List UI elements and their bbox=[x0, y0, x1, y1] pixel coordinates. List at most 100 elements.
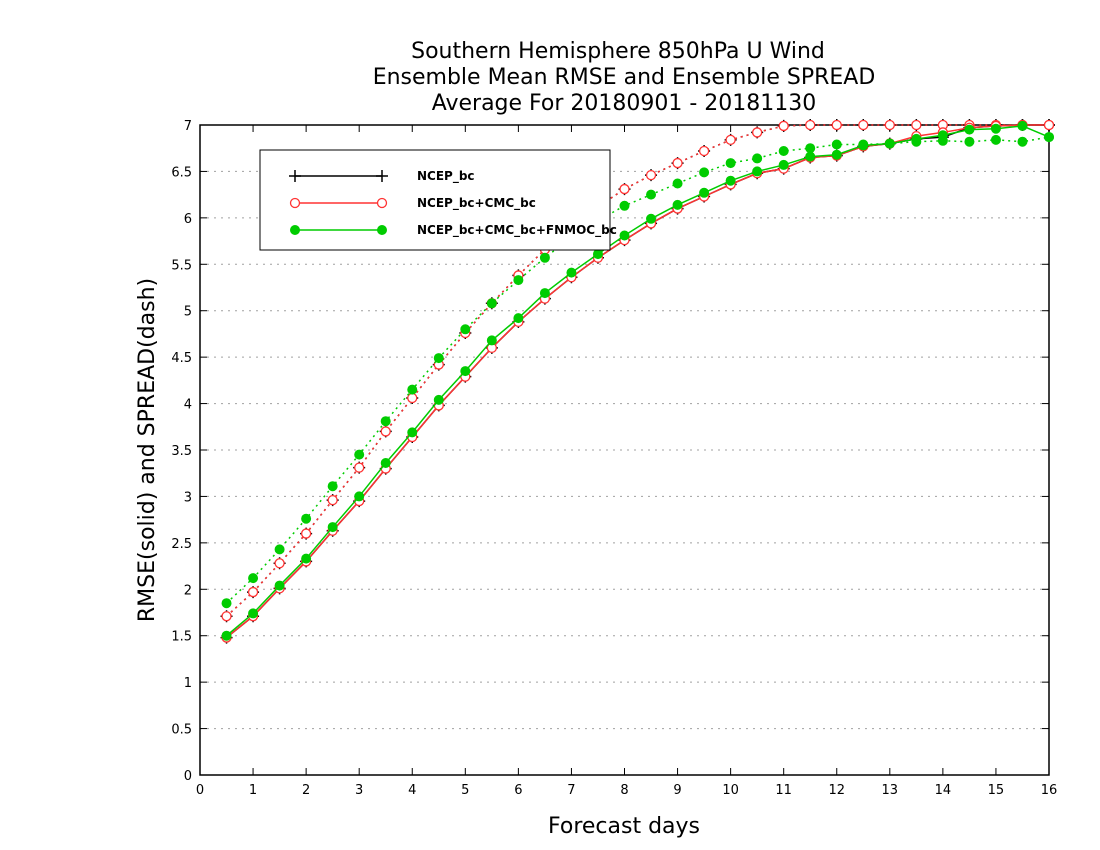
spread-point bbox=[247, 586, 259, 598]
spread-point bbox=[221, 598, 232, 609]
spread-point bbox=[725, 158, 736, 169]
rmse-point bbox=[380, 458, 391, 468]
rmse-point bbox=[327, 522, 338, 533]
spread-point bbox=[274, 544, 285, 555]
spread-point bbox=[300, 528, 312, 539]
spread-point bbox=[354, 462, 365, 473]
spread-point bbox=[1017, 136, 1028, 147]
spread-point bbox=[778, 120, 789, 132]
x-tick-label: 9 bbox=[673, 783, 681, 798]
rmse-point bbox=[301, 553, 312, 564]
rmse-point bbox=[433, 394, 444, 405]
x-tick-label: 4 bbox=[408, 783, 416, 798]
spread-point bbox=[513, 275, 524, 286]
rmse-point bbox=[884, 138, 895, 149]
spread-point bbox=[486, 298, 497, 309]
chart-title: Southern Hemisphere 850hPa U Wind Ensemb… bbox=[373, 39, 876, 116]
rmse-point bbox=[460, 366, 471, 377]
y-tick-label: 2 bbox=[184, 583, 192, 598]
spread-point bbox=[725, 134, 736, 146]
spread-point bbox=[778, 146, 789, 156]
y-tick-label: 2.5 bbox=[171, 537, 192, 552]
rmse-point bbox=[1017, 120, 1028, 131]
spread-point bbox=[248, 573, 259, 584]
series-2 bbox=[221, 120, 1054, 641]
spread-point bbox=[858, 119, 869, 131]
legend-label: NCEP_bc+CMC_bc+FNMOC_bc bbox=[417, 223, 617, 238]
spread-point bbox=[805, 143, 816, 154]
y-tick-label: 1 bbox=[184, 676, 192, 691]
x-tick-label: 16 bbox=[1041, 783, 1058, 798]
spread-point bbox=[407, 392, 418, 404]
x-tick-label: 2 bbox=[302, 783, 310, 798]
title-line-1: Southern Hemisphere 850hPa U Wind bbox=[411, 39, 825, 64]
legend-box bbox=[259, 149, 611, 251]
rmse-point bbox=[354, 491, 365, 502]
spread-point bbox=[646, 189, 657, 200]
spread-point bbox=[539, 252, 550, 263]
legend-marker bbox=[376, 197, 388, 209]
x-tick-label: 15 bbox=[988, 783, 1005, 798]
y-tick-label: 3 bbox=[184, 490, 192, 505]
spread-point bbox=[327, 494, 338, 506]
rmse-point bbox=[752, 166, 763, 177]
rmse-point bbox=[221, 630, 232, 641]
rmse-point bbox=[858, 140, 869, 151]
x-tick-label: 11 bbox=[775, 783, 792, 798]
y-tick-label: 6.5 bbox=[171, 165, 192, 180]
rmse-point bbox=[964, 124, 975, 135]
series-layer bbox=[220, 119, 1055, 644]
rmse-point bbox=[407, 427, 418, 438]
x-tick-label: 3 bbox=[355, 783, 363, 798]
spread-point bbox=[831, 139, 842, 150]
spread-point bbox=[407, 384, 418, 395]
spread-point bbox=[619, 200, 630, 211]
spread-point bbox=[433, 353, 444, 364]
spread-line bbox=[226, 124, 1049, 617]
legend-label: NCEP_bc bbox=[417, 169, 475, 184]
spread-point bbox=[884, 119, 895, 131]
rmse-point bbox=[539, 288, 550, 299]
legend: NCEP_bc NCEP_bc+CMC_bc NCEP_bc+CMC_bc+FNMO… bbox=[259, 149, 617, 251]
rmse-point bbox=[725, 175, 736, 186]
rmse-point bbox=[778, 159, 789, 170]
y-tick-label: 6 bbox=[184, 212, 192, 227]
legend-marker bbox=[290, 225, 300, 235]
spread-point bbox=[645, 169, 657, 181]
y-tick-label: 0.5 bbox=[171, 723, 192, 738]
spread-point bbox=[672, 178, 683, 189]
spread-point bbox=[672, 157, 683, 169]
rmse-point bbox=[592, 249, 603, 260]
grid bbox=[200, 170, 1049, 730]
x-tick-label: 5 bbox=[461, 783, 469, 798]
x-tick-label: 12 bbox=[828, 783, 845, 798]
y-tick-label: 5.5 bbox=[171, 258, 192, 273]
x-tick-label: 13 bbox=[882, 783, 899, 798]
rmse-point bbox=[831, 149, 842, 160]
rmse-point bbox=[1044, 132, 1054, 143]
title-line-2: Ensemble Mean RMSE and Ensemble SPREAD bbox=[373, 65, 876, 90]
rmse-point bbox=[486, 335, 497, 346]
rmse-point bbox=[513, 313, 524, 324]
legend-marker bbox=[289, 197, 301, 209]
x-tick-label: 0 bbox=[196, 783, 204, 798]
x-tick-label: 14 bbox=[935, 783, 952, 798]
spread-point bbox=[964, 136, 975, 147]
y-tick-label: 4.5 bbox=[171, 351, 192, 366]
spread-point bbox=[354, 449, 365, 460]
rmse-point bbox=[805, 151, 816, 162]
x-tick-label: 10 bbox=[722, 783, 739, 798]
y-tick-label: 1.5 bbox=[171, 630, 192, 645]
rmse-point bbox=[1043, 119, 1055, 131]
spread-point bbox=[699, 167, 710, 178]
spread-point bbox=[752, 127, 763, 138]
spread-point bbox=[990, 134, 1001, 145]
legend-marker bbox=[289, 170, 301, 182]
spread-point bbox=[221, 611, 232, 622]
x-axis-label: Forecast days bbox=[548, 814, 700, 839]
rmse-point bbox=[566, 267, 577, 278]
y-tick-label: 4 bbox=[184, 398, 192, 413]
rmse-point bbox=[699, 187, 710, 198]
x-tick-label: 1 bbox=[249, 783, 257, 798]
spread-point bbox=[698, 145, 710, 157]
